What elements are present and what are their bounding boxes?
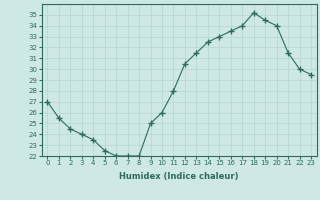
X-axis label: Humidex (Indice chaleur): Humidex (Indice chaleur) [119, 172, 239, 181]
